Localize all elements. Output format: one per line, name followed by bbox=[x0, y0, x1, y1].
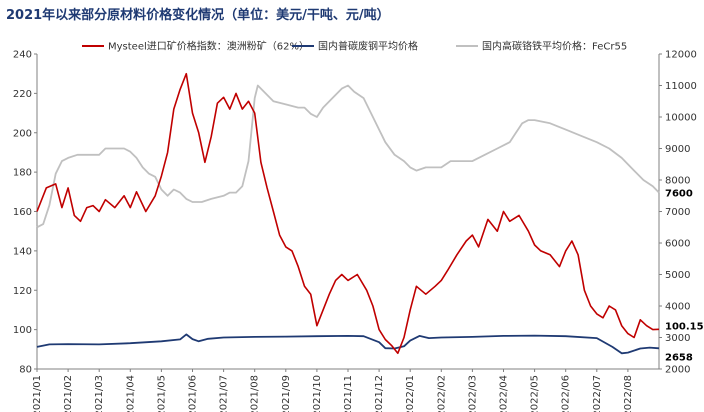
x-tick-label: 2021/11 bbox=[343, 375, 354, 412]
x-tick-label: 2021/08 bbox=[250, 375, 261, 412]
x-tick-label: 2021/06 bbox=[188, 375, 199, 412]
x-tick-label: 2021/04 bbox=[125, 375, 136, 412]
x-tick-label: 2022/04 bbox=[499, 375, 510, 412]
left-tick-label: 180 bbox=[13, 168, 32, 179]
series-end-label: 7600 bbox=[665, 189, 693, 200]
left-tick-label: 220 bbox=[13, 89, 32, 100]
right-tick-label: 8000 bbox=[665, 176, 690, 187]
series-line-0 bbox=[36, 72, 660, 355]
x-tick-label: 2021/10 bbox=[312, 375, 323, 412]
right-tick-label: 12000 bbox=[665, 50, 697, 61]
x-tick-label: 2022/05 bbox=[530, 375, 541, 412]
series-end-label: 2658 bbox=[665, 352, 693, 363]
right-tick-label: 5000 bbox=[665, 270, 690, 281]
left-tick-label: 240 bbox=[13, 50, 32, 61]
right-tick-label: 6000 bbox=[665, 239, 690, 250]
chart-title: 2021年以来部分原材料价格变化情况（单位：美元/干吨、元/吨） bbox=[6, 8, 390, 23]
x-tick-label: 2022/07 bbox=[592, 375, 603, 412]
x-tick-label: 2021/02 bbox=[63, 375, 74, 412]
left-tick-label: 200 bbox=[13, 128, 32, 139]
right-tick-label: 3000 bbox=[665, 333, 690, 344]
series-line-2 bbox=[36, 84, 660, 229]
x-tick-label: 2022/02 bbox=[436, 375, 447, 412]
right-tick-label: 9000 bbox=[665, 144, 690, 155]
left-tick-label: 120 bbox=[13, 286, 32, 297]
left-tick-label: 100 bbox=[13, 325, 32, 336]
legend-label: Mysteel进口矿价格指数：澳洲粉矿（62%） bbox=[108, 40, 309, 53]
legend-label: 国内高碳铬铁平均价格：FeCr55 bbox=[482, 40, 627, 53]
right-tick-label: 4000 bbox=[665, 302, 690, 313]
right-tick-label: 10000 bbox=[665, 113, 697, 124]
series-end-label: 100.15 bbox=[665, 321, 704, 332]
x-tick-label: 2021/05 bbox=[156, 375, 167, 412]
series-line-1 bbox=[36, 333, 660, 355]
legend-label: 国内普碳废钢平均价格 bbox=[318, 40, 418, 53]
x-tick-label: 2021/03 bbox=[94, 375, 105, 412]
x-tick-label: 2022/03 bbox=[467, 375, 478, 412]
x-tick-label: 2021/07 bbox=[219, 375, 230, 412]
x-tick-label: 2021/01 bbox=[32, 375, 43, 412]
x-tick-label: 2021/09 bbox=[281, 375, 292, 412]
x-tick-label: 2022/08 bbox=[623, 375, 634, 412]
x-tick-label: 2021/12 bbox=[374, 375, 385, 412]
x-tick-label: 2022/01 bbox=[405, 375, 416, 412]
left-tick-label: 80 bbox=[19, 365, 32, 376]
left-tick-label: 140 bbox=[13, 246, 32, 257]
left-tick-label: 160 bbox=[13, 207, 32, 218]
right-tick-label: 2000 bbox=[665, 365, 690, 376]
right-tick-label: 11000 bbox=[665, 81, 697, 92]
right-tick-label: 7000 bbox=[665, 207, 690, 218]
x-tick-label: 2022/06 bbox=[561, 375, 572, 412]
